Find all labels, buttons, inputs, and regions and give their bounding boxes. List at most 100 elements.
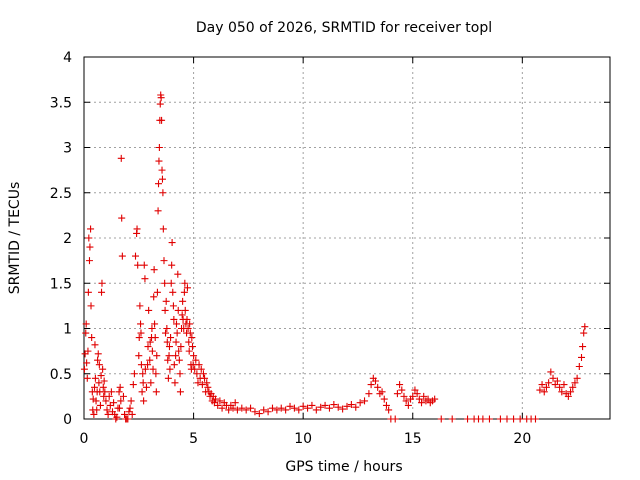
- x-tick-label: 15: [404, 431, 422, 447]
- data-point: [264, 408, 272, 416]
- data-point: [225, 406, 233, 414]
- data-point: [334, 403, 342, 411]
- data-point: [103, 406, 111, 414]
- y-tick-label: 2: [63, 231, 72, 247]
- data-point: [144, 361, 152, 369]
- data-point: [158, 175, 166, 183]
- data-point: [136, 302, 144, 310]
- data-point: [163, 325, 171, 332]
- data-point: [133, 225, 141, 233]
- data-point: [212, 395, 219, 403]
- data-point: [573, 374, 581, 382]
- data-point: [98, 279, 106, 287]
- data-point: [155, 180, 163, 188]
- data-point: [87, 302, 95, 310]
- data-point: [185, 338, 193, 346]
- data-point: [155, 157, 163, 165]
- data-point: [117, 154, 125, 162]
- data-point: [172, 338, 180, 346]
- data-point: [260, 406, 268, 414]
- data-point: [415, 395, 423, 403]
- data-point: [88, 334, 96, 342]
- data-point: [174, 270, 182, 278]
- data-point: [549, 374, 557, 382]
- data-point: [567, 388, 575, 396]
- data-point: [147, 379, 155, 387]
- y-tick-label: 1.5: [50, 276, 72, 292]
- x-tick-label: 20: [513, 431, 531, 447]
- y-tick-label: 0: [63, 412, 72, 428]
- data-point: [146, 356, 154, 364]
- data-point: [420, 392, 428, 400]
- data-point: [365, 390, 373, 398]
- data-point: [116, 383, 124, 391]
- data-point: [80, 365, 88, 373]
- data-point: [177, 343, 185, 351]
- data-point: [186, 320, 194, 328]
- data-point: [400, 392, 408, 400]
- data-point: [167, 334, 175, 342]
- data-point: [132, 252, 140, 260]
- data-point: [197, 365, 205, 373]
- data-point: [159, 189, 167, 197]
- data-point: [195, 361, 203, 369]
- data-point: [124, 415, 132, 423]
- y-tick-label: 2.5: [50, 186, 72, 202]
- data-point: [166, 365, 174, 373]
- data-point: [551, 381, 559, 389]
- data-point: [176, 370, 184, 378]
- data-point: [152, 388, 160, 396]
- data-point: [85, 234, 93, 242]
- data-point: [144, 343, 152, 351]
- data-point: [146, 338, 154, 346]
- data-point: [181, 279, 189, 287]
- data-point: [105, 392, 113, 400]
- data-point: [199, 370, 207, 378]
- data-point: [238, 404, 246, 412]
- data-point: [159, 225, 167, 233]
- data-point: [479, 415, 487, 423]
- data-point: [404, 401, 412, 409]
- data-point: [464, 415, 472, 423]
- data-point: [90, 410, 98, 418]
- data-point: [180, 288, 188, 296]
- data-point: [361, 397, 369, 405]
- data-point: [117, 397, 125, 405]
- data-point: [91, 383, 99, 391]
- y-tick-label: 4: [63, 50, 72, 66]
- data-point: [153, 352, 161, 360]
- data-point: [137, 361, 145, 369]
- data-point: [137, 329, 145, 337]
- data-point: [189, 361, 197, 369]
- data-point: [448, 415, 456, 423]
- data-point: [542, 383, 550, 391]
- data-point: [190, 352, 198, 360]
- data-point: [83, 374, 91, 382]
- data-point: [82, 329, 90, 337]
- data-point: [95, 361, 103, 369]
- data-point: [547, 368, 555, 376]
- data-point: [172, 320, 180, 328]
- data-point: [367, 381, 375, 389]
- data-point: [104, 410, 112, 418]
- data-point: [424, 395, 432, 403]
- data-point: [102, 397, 110, 405]
- data-point: [242, 406, 250, 414]
- data-point: [118, 252, 126, 260]
- data-point: [194, 379, 202, 387]
- data-point: [398, 386, 406, 394]
- data-point: [556, 383, 564, 391]
- data-point: [233, 406, 241, 414]
- x-tick-label: 5: [189, 431, 198, 447]
- data-point: [192, 356, 200, 364]
- data-point: [268, 404, 276, 412]
- data-point: [86, 243, 94, 251]
- data-point: [175, 347, 183, 355]
- data-point: [138, 388, 146, 396]
- data-point: [101, 388, 109, 396]
- data-point: [437, 415, 445, 423]
- data-point: [431, 395, 439, 403]
- data-point: [229, 404, 237, 412]
- data-point: [96, 401, 104, 409]
- data-point: [165, 343, 173, 351]
